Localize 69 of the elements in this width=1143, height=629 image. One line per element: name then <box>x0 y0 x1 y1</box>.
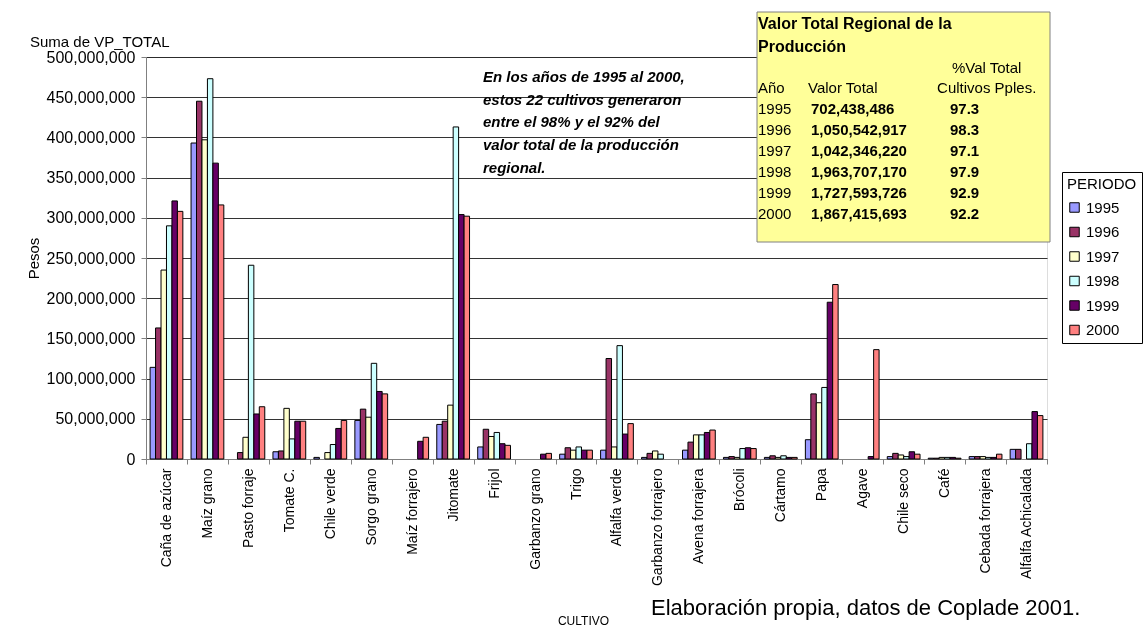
legend-label: 1995 <box>1086 198 1120 216</box>
annotation: 98.3 <box>950 121 980 139</box>
chart-title: Suma de VP_TOTAL <box>30 32 170 50</box>
bar <box>436 423 443 460</box>
bar <box>968 456 976 460</box>
legend-label: 1998 <box>1086 272 1120 289</box>
x-axis-title: CULTIVO <box>557 613 610 628</box>
annotation: 2000 <box>758 204 792 222</box>
x-tick-label: Alfalfa Achicalada <box>1018 468 1035 580</box>
legend-title: PERIODO <box>1067 175 1137 192</box>
x-tick-label: Papa <box>813 468 830 502</box>
legend-label: 1997 <box>1086 247 1120 265</box>
x-tick-label: Garbanzo forrajero <box>649 468 666 587</box>
annotation: 1,042,346,220 <box>811 142 907 160</box>
annotation: 702,438,486 <box>811 100 895 118</box>
x-tick-label: Caña de azúcar <box>157 468 174 568</box>
y-tick-label: 50,000,000 <box>55 410 136 428</box>
x-tick-label: Cebada forrajera <box>977 468 994 574</box>
annotation: 97.1 <box>950 142 980 160</box>
x-tick-label: Avena forrajera <box>690 468 707 564</box>
x-tick-label: Garbanzo grano <box>526 468 543 570</box>
x-tick-label: Tomate C. <box>280 468 297 533</box>
annotation: 1,727,593,726 <box>811 183 907 201</box>
x-tick-label: Sorgo grano <box>362 468 379 546</box>
annotation: 1,963,707,170 <box>811 163 907 180</box>
legend-label: 1996 <box>1086 223 1120 240</box>
x-tick-label: Cártamo <box>772 468 789 523</box>
x-tick-label: Trigo <box>567 468 584 500</box>
y-tick-label: 500,000,000 <box>46 48 136 66</box>
annotation: 97.9 <box>950 163 980 180</box>
x-tick-label: Maíz grano <box>198 468 215 539</box>
annotation: 1998 <box>758 163 792 180</box>
annotation: 97.3 <box>950 100 980 118</box>
x-tick-label: Pasto forraje <box>239 468 256 548</box>
y-tick-label: 400,000,000 <box>46 128 136 146</box>
annotation: Año <box>758 79 785 97</box>
y-tick-label: 350,000,000 <box>46 169 136 187</box>
x-tick-label: Agave <box>854 468 871 509</box>
y-tick-label: 450,000,000 <box>46 88 136 106</box>
legend-label: 1999 <box>1086 296 1120 314</box>
text: Valor Total Regional de la Producción <box>758 15 952 55</box>
bar <box>272 451 279 460</box>
annotation: 1999 <box>758 183 792 201</box>
x-tick-label: Jitomate <box>444 468 461 522</box>
annotation: 1,050,542,917 <box>811 121 907 139</box>
x-tick-label: Brócoli <box>731 468 748 512</box>
annotation: 1996 <box>758 121 792 139</box>
annotation: %Val Total Cultivos Pples. <box>937 59 1037 97</box>
y-tick-label: 100,000,000 <box>46 370 136 388</box>
annotation: 1997 <box>758 142 792 160</box>
annotation: 1,867,415,693 <box>811 204 907 222</box>
annotation: 92.9 <box>950 183 980 201</box>
y-tick-label: 250,000,000 <box>46 249 136 267</box>
y-tick-label: 150,000,000 <box>46 329 136 347</box>
x-tick-label: Chile seco <box>895 468 912 534</box>
x-tick-label: Café <box>936 468 953 499</box>
annotation: Valor Total <box>808 79 878 97</box>
y-axis-title: Pesos <box>24 237 42 280</box>
x-tick-label: Frijol <box>485 468 502 499</box>
x-tick-label: Chile verde <box>321 468 338 540</box>
annotation: 92.2 <box>950 204 980 222</box>
y-tick-label: 300,000,000 <box>46 209 136 227</box>
y-tick-label: 200,000,000 <box>46 289 136 307</box>
y-tick-label: 0 <box>126 450 136 468</box>
x-tick-label: Maíz forrajero <box>403 468 420 555</box>
legend-label: 2000 <box>1086 321 1120 338</box>
x-tick-label: Alfalfa verde <box>608 468 625 547</box>
annotation: 1995 <box>758 100 792 118</box>
text: Elaboración propia, datos de Coplade 2001. <box>651 595 1081 620</box>
